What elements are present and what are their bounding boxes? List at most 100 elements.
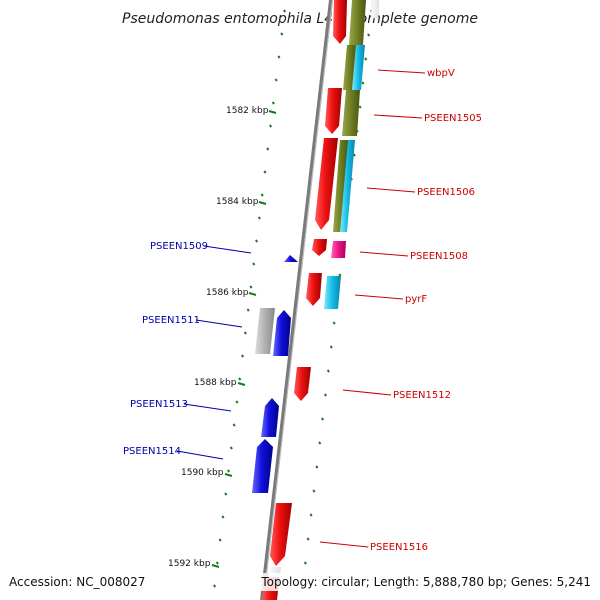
leader-line <box>183 403 232 412</box>
tick-dot <box>303 561 307 565</box>
tick-label: 1592 kbp <box>168 559 211 569</box>
genome-backbone <box>260 0 333 600</box>
gene-label-pyrF[interactable]: pyrF <box>405 294 427 305</box>
footer-backdrop-left <box>6 573 148 591</box>
leader-line <box>354 294 404 300</box>
tick-dot <box>257 216 261 220</box>
tick-dot <box>280 32 284 36</box>
tick-dot <box>282 9 287 13</box>
tick-dot <box>232 423 236 427</box>
tick-dot <box>268 124 273 128</box>
gene-arrow-PSEEN1509[interactable] <box>284 255 298 262</box>
leader-line <box>176 450 224 460</box>
gene-arrow-PSEEN1514[interactable] <box>252 439 273 493</box>
leader-line <box>377 69 426 74</box>
topology-text: Topology: circular; Length: 5,888,780 bp… <box>260 575 591 589</box>
tick-dot <box>367 33 371 37</box>
tick-dot <box>246 308 250 312</box>
gene-arrow-PSEEN1516[interactable] <box>270 503 292 566</box>
tick-dot <box>215 561 219 565</box>
feature-block <box>340 140 355 232</box>
tick-dot <box>243 331 247 335</box>
tick-dot <box>364 57 368 61</box>
tick-dot <box>260 193 264 197</box>
leader-line <box>195 319 243 328</box>
leader-line <box>203 245 252 254</box>
tick-dot <box>221 515 225 519</box>
feature-block <box>349 0 366 45</box>
feature-track-outer <box>324 0 380 309</box>
gene-label-PSEEN1512[interactable]: PSEEN1512 <box>393 390 451 401</box>
map-title: Pseudomonas entomophila L48, complete ge… <box>122 11 478 27</box>
forward-gene-labels: wbpV PSEEN1505 PSEEN1506 PSEEN1508 pyrF … <box>319 68 482 553</box>
gene-label-PSEEN1508[interactable]: PSEEN1508 <box>410 251 468 262</box>
tick-dot <box>266 147 270 151</box>
leader-line <box>366 187 416 193</box>
tick-dot <box>323 393 328 397</box>
tick-dot <box>361 81 365 85</box>
gene-label-wbpV[interactable]: wbpV <box>427 68 455 79</box>
gene-label-PSEEN1513[interactable]: PSEEN1513 <box>130 399 188 410</box>
tick-dot <box>338 273 342 277</box>
tick-dot <box>312 489 316 493</box>
tick-dot <box>235 400 239 404</box>
gene-arrow-PSEEN1511[interactable] <box>273 310 291 356</box>
tick-dot <box>255 239 259 243</box>
tick-label: 1584 kbp <box>216 197 259 207</box>
feature-block <box>343 45 356 90</box>
gene-label-PSEEN1506[interactable]: PSEEN1506 <box>417 187 475 198</box>
feature-block <box>331 241 346 258</box>
tick-label: 1588 kbp <box>194 378 237 388</box>
tick-mark <box>224 473 233 477</box>
tick-mark <box>258 201 267 205</box>
tick-dot <box>241 354 245 358</box>
feature-block <box>324 276 341 309</box>
tick-dot <box>218 538 222 542</box>
feature-block <box>342 90 360 136</box>
feature-block <box>352 45 365 90</box>
gene-label-PSEEN1509[interactable]: PSEEN1509 <box>150 241 208 252</box>
tick-dot <box>274 78 278 82</box>
accession-text: Accession: NC_008027 <box>9 575 145 589</box>
tick-label: 1582 kbp <box>226 106 269 116</box>
tick-dot <box>227 469 231 473</box>
scale-tick-ring <box>213 9 287 588</box>
tick-dot <box>320 417 325 421</box>
tick-dot <box>252 262 256 266</box>
gene-arrow-PSEEN1506[interactable] <box>315 138 338 230</box>
footer-backdrop-right <box>260 573 596 591</box>
tick-dot <box>277 55 281 59</box>
tick-mark <box>248 292 257 296</box>
gene-arrow-PSEEN1505[interactable] <box>325 88 342 134</box>
gene-label-PSEEN1516[interactable]: PSEEN1516 <box>370 542 428 553</box>
tick-dot <box>229 446 233 450</box>
tick-dot <box>309 513 313 517</box>
gene-arrow-PSEEN1508[interactable] <box>312 239 327 256</box>
gene-label-PSEEN1511[interactable]: PSEEN1511 <box>142 315 200 326</box>
leader-line <box>342 389 392 396</box>
gene-arrow-pseudo-grey[interactable] <box>255 308 275 354</box>
reverse-gene-labels: PSEEN1509 PSEEN1511 PSEEN1513 PSEEN1514 <box>123 241 252 460</box>
tick-mark <box>268 110 277 114</box>
gene-arrow-PSEEN1513[interactable] <box>261 398 279 437</box>
leader-line <box>319 541 369 548</box>
leader-line <box>359 251 409 257</box>
gene-label-PSEEN1505[interactable]: PSEEN1505 <box>424 113 482 124</box>
gene-label-PSEEN1514[interactable]: PSEEN1514 <box>123 446 181 457</box>
tick-dot <box>332 321 336 325</box>
tick-dot <box>213 584 217 588</box>
leader-line <box>373 114 423 119</box>
gene-arrow-pyrF[interactable] <box>306 273 322 306</box>
tick-mark <box>211 564 220 568</box>
feature-block <box>333 140 348 232</box>
scale-tick-labels: 1582 kbp 1584 kbp 1586 kbp 1588 kbp 1590… <box>168 106 277 569</box>
gene-arrow-wbpV[interactable] <box>333 0 347 44</box>
tick-label: 1586 kbp <box>206 288 249 298</box>
feature-block <box>370 0 380 19</box>
tick-dot <box>249 285 253 289</box>
tick-dot <box>306 537 310 541</box>
tick-dot <box>329 345 333 349</box>
gene-arrow-PSEEN1512[interactable] <box>294 367 311 401</box>
tick-dot <box>318 441 322 445</box>
